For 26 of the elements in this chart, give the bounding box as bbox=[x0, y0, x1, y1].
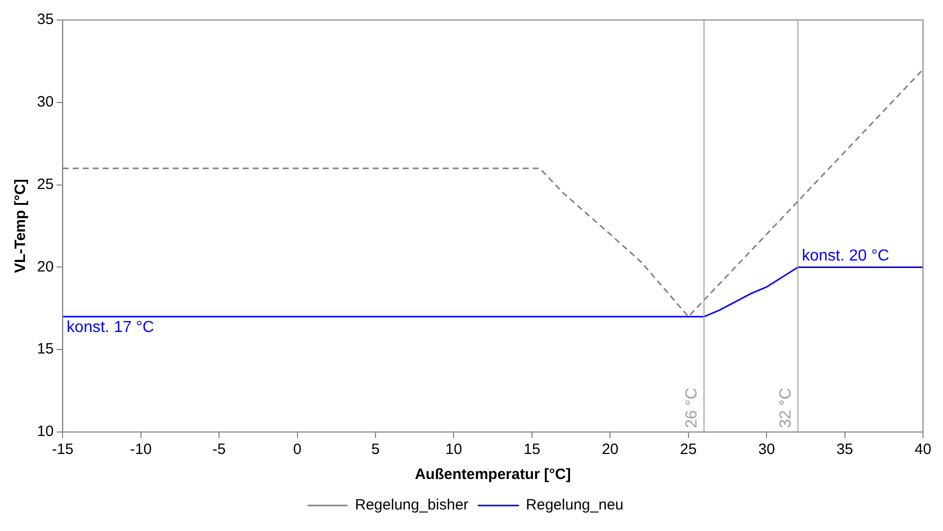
y-tick-label: 30 bbox=[36, 94, 54, 111]
y-tick-label: 15 bbox=[36, 340, 54, 358]
ref-line-label: 26 °C bbox=[683, 388, 700, 428]
x-tick-label: 40 bbox=[914, 441, 932, 458]
x-tick-label: -10 bbox=[130, 441, 152, 458]
y-tick-label: 35 bbox=[36, 11, 54, 28]
x-tick-label: 5 bbox=[371, 441, 380, 458]
annotation: konst. 20 °C bbox=[802, 248, 890, 265]
x-axis-title: Außentemperatur [°C] bbox=[414, 466, 571, 484]
ref-line-label: 32 °C bbox=[777, 388, 794, 428]
y-tick-label: 10 bbox=[36, 423, 54, 440]
legend-label: Regelung_neu bbox=[526, 496, 624, 514]
x-tick-label: 10 bbox=[445, 441, 462, 458]
legend-label: Regelung_bisher bbox=[355, 496, 468, 514]
x-tick-label: 25 bbox=[680, 441, 697, 458]
x-tick-label: 35 bbox=[836, 441, 854, 458]
x-tick-label: -15 bbox=[52, 441, 74, 458]
x-tick-label: -5 bbox=[212, 441, 226, 458]
annotation: konst. 17 °C bbox=[66, 319, 154, 336]
y-tick-label: 25 bbox=[36, 176, 54, 193]
x-tick-label: 0 bbox=[293, 441, 302, 458]
x-tick-label: 20 bbox=[602, 441, 618, 458]
x-tick-label: 15 bbox=[524, 441, 540, 458]
x-tick-label: 30 bbox=[758, 441, 775, 458]
y-axis-title: VL-Temp [°C] bbox=[12, 178, 30, 274]
y-tick-label: 20 bbox=[36, 258, 54, 276]
